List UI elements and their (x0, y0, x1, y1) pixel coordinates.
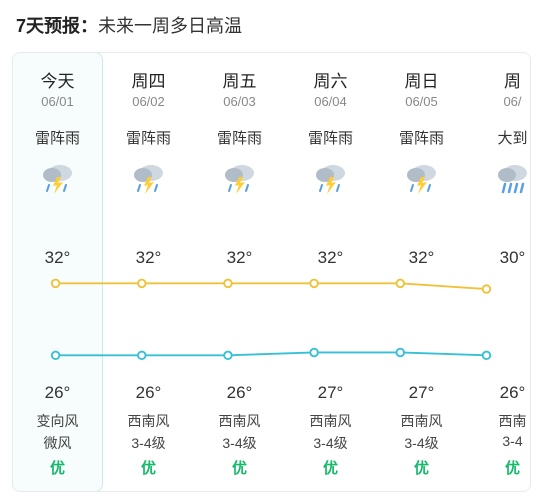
temp-low: 26° (467, 383, 531, 403)
wind-direction: 西南风 (285, 411, 376, 431)
day-name: 周日 (376, 67, 467, 92)
weather-condition: 大到 (467, 127, 531, 148)
temp-low: 27° (285, 383, 376, 403)
day-date: 06/ (467, 94, 531, 109)
day-name: 周 (467, 67, 531, 92)
weather-icon (194, 158, 285, 198)
weather-icon (13, 158, 102, 198)
temp-high: 32° (285, 248, 376, 268)
header-prefix: 7天预报： (16, 16, 98, 36)
wind-direction: 西南风 (103, 411, 194, 431)
weather-condition: 雷阵雨 (376, 127, 467, 148)
temp-low: 26° (194, 383, 285, 403)
wind-level: 3-4 (467, 433, 531, 449)
day-date: 06/01 (13, 94, 102, 109)
air-quality: 优 (13, 457, 102, 478)
wind-level: 3-4级 (376, 433, 467, 453)
air-quality: 优 (467, 457, 531, 478)
wind-level: 微风 (13, 433, 102, 453)
wind-level: 3-4级 (194, 433, 285, 453)
air-quality: 优 (103, 457, 194, 478)
weather-condition: 雷阵雨 (103, 127, 194, 148)
forecast-day-column[interactable]: 周 06/ 大到 30° 26° 西南 3-4 优 (467, 53, 531, 491)
forecast-container[interactable]: 今天 06/01 雷阵雨 32° 26° 变向风 微风 优 周四 06/02 雷… (12, 52, 531, 492)
weather-condition: 雷阵雨 (285, 127, 376, 148)
weather-icon (467, 158, 531, 198)
forecast-day-column[interactable]: 周日 06/05 雷阵雨 32° 27° 西南风 3-4级 优 (376, 53, 467, 491)
forecast-day-column[interactable]: 周五 06/03 雷阵雨 32° 26° 西南风 3-4级 优 (194, 53, 285, 491)
day-date: 06/05 (376, 94, 467, 109)
forecast-day-column[interactable]: 今天 06/01 雷阵雨 32° 26° 变向风 微风 优 (12, 52, 103, 492)
forecast-day-column[interactable]: 周六 06/04 雷阵雨 32° 27° 西南风 3-4级 优 (285, 53, 376, 491)
temp-high: 32° (194, 248, 285, 268)
forecast-columns: 今天 06/01 雷阵雨 32° 26° 变向风 微风 优 周四 06/02 雷… (13, 53, 530, 491)
wind-direction: 变向风 (13, 411, 102, 431)
wind-direction: 西南风 (194, 411, 285, 431)
temp-low: 27° (376, 383, 467, 403)
weather-icon (285, 158, 376, 198)
weather-condition: 雷阵雨 (13, 127, 102, 148)
weather-icon (376, 158, 467, 198)
day-date: 06/03 (194, 94, 285, 109)
temp-high: 32° (13, 248, 102, 268)
day-name: 今天 (13, 67, 102, 92)
day-date: 06/02 (103, 94, 194, 109)
day-name: 周四 (103, 67, 194, 92)
day-name: 周五 (194, 67, 285, 92)
wind-direction: 西南风 (376, 411, 467, 431)
day-date: 06/04 (285, 94, 376, 109)
forecast-header: 7天预报：未来一周多日高温 (0, 0, 543, 46)
header-suffix: 未来一周多日高温 (98, 16, 242, 36)
wind-level: 3-4级 (103, 433, 194, 453)
wind-level: 3-4级 (285, 433, 376, 453)
temp-high: 30° (467, 248, 531, 268)
air-quality: 优 (285, 457, 376, 478)
forecast-day-column[interactable]: 周四 06/02 雷阵雨 32° 26° 西南风 3-4级 优 (103, 53, 194, 491)
temp-low: 26° (103, 383, 194, 403)
temp-high: 32° (103, 248, 194, 268)
wind-direction: 西南 (467, 411, 531, 431)
air-quality: 优 (194, 457, 285, 478)
air-quality: 优 (376, 457, 467, 478)
weather-icon (103, 158, 194, 198)
weather-condition: 雷阵雨 (194, 127, 285, 148)
day-name: 周六 (285, 67, 376, 92)
temp-high: 32° (376, 248, 467, 268)
temp-low: 26° (13, 383, 102, 403)
